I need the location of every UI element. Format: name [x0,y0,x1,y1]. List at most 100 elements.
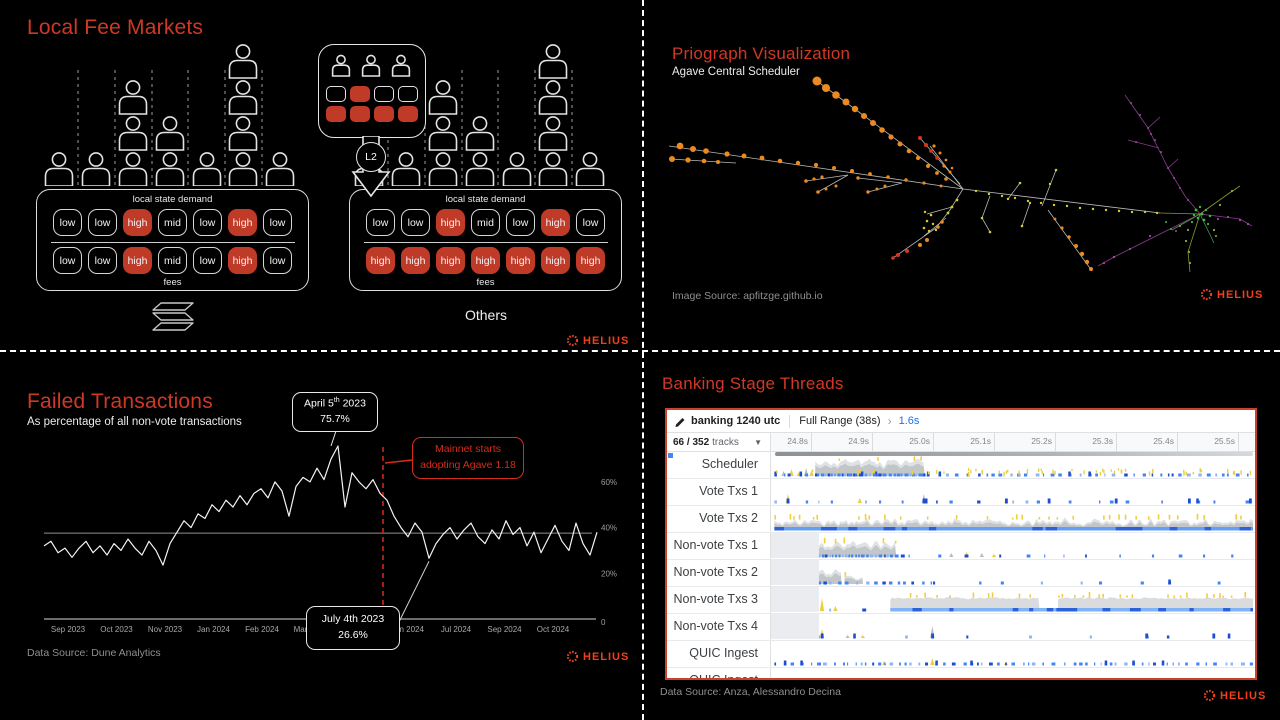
anza-source: Data Source: Anza, Alessandro Decina [660,686,841,698]
chevron-right-icon: › [887,414,892,428]
fee-cell-low: low [506,209,535,236]
failed-transactions-title: Failed Transactions [27,390,213,413]
svg-text:Sep 2023: Sep 2023 [51,625,86,634]
window-breadcrumb[interactable]: 1.6s [898,415,920,427]
track-trace[interactable] [771,533,1253,558]
fee-cell-low: low [263,209,292,236]
track-row-vote-txs-1[interactable]: Vote Txs 1 [667,479,1255,506]
trace-name[interactable]: banking 1240 utc [691,415,781,427]
horizontal-divider [0,350,1280,352]
time-tick [994,433,995,451]
track-row-quic-ingest[interactable]: QUIC Ingest [667,641,1255,668]
svg-text:40%: 40% [601,524,617,533]
track-label[interactable]: Non-vote Txs 2 [667,560,771,586]
fee-cell-low: low [193,247,222,274]
track-rows: Scheduler Vote Txs 1 Vote Txs 2 Non-vote Tx… [667,452,1255,680]
track-label[interactable]: QUIC Ingest [667,641,771,667]
svg-text:20%: 20% [601,569,617,578]
track-row-non-vote-txs-1[interactable]: Non-vote Txs 1 [667,533,1255,560]
pin-marker [668,453,673,458]
time-tick-label: 25.5s [1214,436,1235,446]
divider [50,242,295,243]
fee-cell-low: low [576,209,605,236]
solana-logo [152,302,194,331]
annotation-april: April 5th 2023 75.7% [292,392,378,432]
time-tick-label: 24.8s [787,436,808,446]
fee-cell-high: high [228,247,257,274]
pencil-icon[interactable] [675,415,686,428]
others-label: Others [464,307,507,323]
failed-transactions-subtitle: As percentage of all non-vote transactio… [27,416,242,428]
track-label[interactable]: Non-vote Txs 3 [667,587,771,613]
annotation-july: July 4th 2023 26.6% [306,606,400,650]
demand-label: local state demand [132,194,213,205]
track-row-scheduler[interactable]: Scheduler [667,452,1255,479]
helius-wordmark: HELIUS [1217,288,1264,301]
svg-text:Nov 2023: Nov 2023 [148,625,183,634]
dune-source: Data Source: Dune Analytics [27,647,161,659]
track-trace[interactable] [771,614,1253,639]
time-tick [1116,433,1117,451]
track-trace[interactable] [771,641,1253,666]
demand-label: local state demand [445,194,526,205]
fee-cell-high: high [401,247,430,274]
track-trace[interactable] [771,587,1253,612]
fee-cell-high: high [436,247,465,274]
time-tick-label: 25.4s [1153,436,1174,446]
track-row-non-vote-txs-2[interactable]: Non-vote Txs 2 [667,560,1255,587]
track-label[interactable]: Non-vote Txs 1 [667,533,771,559]
time-tick [811,433,812,451]
svg-text:0: 0 [601,618,606,627]
svg-text:Oct 2024: Oct 2024 [537,625,570,634]
time-tick-label: 25.3s [1092,436,1113,446]
fee-cell-low: low [193,209,222,236]
fee-cell-low: low [88,247,117,274]
others-state-demand-box: local state demand low low high mid low high l… [349,189,622,291]
time-tick [1055,433,1056,451]
timeline-header: 66 / 352 tracks ▼ 24.8s 24.9s 25.0s 25.1s 25… [667,433,1255,452]
track-row-quic-ingest[interactable]: QUIC Ingest [667,668,1255,680]
tracks-count-dropdown[interactable]: 66 / 352 tracks ▼ [667,433,771,451]
l2-badge: L2 [356,142,386,172]
track-trace[interactable] [771,560,1253,585]
demand-cells-row: low low high mid low high low [53,209,292,236]
fees-label: fees [163,277,182,288]
track-trace[interactable] [771,452,1253,477]
track-label[interactable]: QUIC Ingest [667,668,771,678]
fee-cell-mid: mid [158,247,187,274]
fees-label: fees [476,277,495,288]
time-tick-label: 25.0s [909,436,930,446]
svg-text:Jan 2024: Jan 2024 [197,625,230,634]
priograph-network-image [668,76,1253,273]
track-row-non-vote-txs-4[interactable]: Non-vote Txs 4 [667,614,1255,641]
track-trace[interactable] [771,479,1253,504]
time-tick [933,433,934,451]
fee-cell-high: high [228,209,257,236]
helius-wordmark: HELIUS [1220,689,1267,702]
l2-slot-filled [350,86,370,102]
svg-text:Feb 2024: Feb 2024 [245,625,279,634]
track-label[interactable]: Vote Txs 2 [667,506,771,532]
fee-cell-high: high [541,247,570,274]
track-label[interactable]: Scheduler [667,452,771,478]
track-trace[interactable] [771,506,1253,531]
fee-cell-low: low [263,247,292,274]
l2-slot-filled [350,106,370,122]
profiler-toolbar: banking 1240 utc Full Range (38s) › 1.6s [667,410,1255,433]
vertical-divider [642,0,644,720]
time-axis[interactable]: 24.8s 24.9s 25.0s 25.1s 25.2s 25.3s 25.4s 25.5s [771,433,1255,451]
fee-cell-low: low [401,209,430,236]
track-label[interactable]: Vote Txs 1 [667,479,771,505]
track-trace[interactable] [771,668,1253,680]
local-fee-markets-title: Local Fee Markets [27,16,204,39]
track-row-non-vote-txs-3[interactable]: Non-vote Txs 3 [667,587,1255,614]
track-row-vote-txs-2[interactable]: Vote Txs 2 [667,506,1255,533]
full-range-breadcrumb[interactable]: Full Range (38s) [799,415,881,427]
track-label[interactable]: Non-vote Txs 4 [667,614,771,640]
l2-slot-empty [398,86,418,102]
scroll-indicator[interactable] [775,452,1253,456]
l2-people-icons [331,54,411,77]
fee-cell-low: low [53,247,82,274]
l2-rollup-box [318,44,426,138]
